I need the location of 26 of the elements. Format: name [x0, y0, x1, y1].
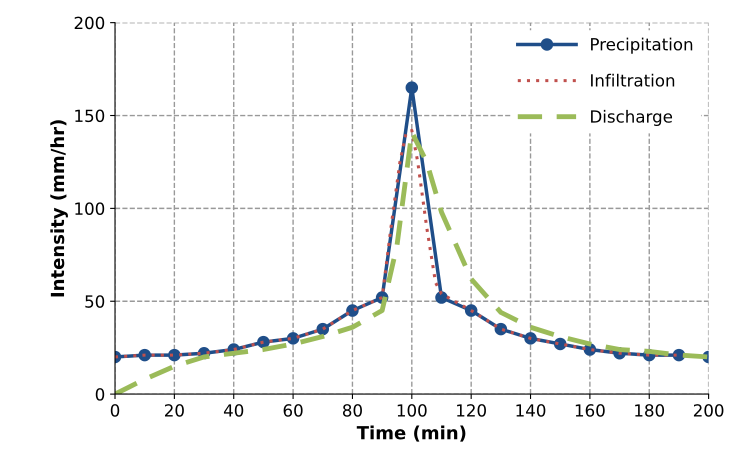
x-tick-label: 200	[694, 404, 724, 417]
x-axis-title: Time (min)	[356, 426, 466, 442]
x-tick-label: 160	[576, 404, 605, 417]
point	[138, 348, 151, 362]
legend-label: Infiltration	[591, 74, 674, 87]
x-tick-label: 120	[457, 404, 486, 417]
x-tick-label: 140	[516, 404, 546, 417]
point	[316, 322, 330, 336]
y-tick-label: 100	[75, 202, 104, 215]
y-tick-label: 150	[75, 109, 104, 122]
x-tick-label: 0	[110, 404, 120, 417]
x-tick-label: 60	[284, 404, 303, 417]
legend-label: Precipitation	[591, 38, 692, 54]
x-tick-label: 100	[398, 404, 427, 417]
point	[435, 291, 448, 304]
point	[406, 81, 418, 94]
y-tick-label: 0	[96, 388, 104, 401]
y-tick-label: 50	[85, 295, 104, 308]
legend-label: Discharge	[591, 110, 672, 126]
x-tick-label: 80	[342, 404, 362, 417]
x-tick-label: 40	[224, 404, 244, 417]
y-tick-label: 200	[74, 16, 104, 30]
point	[524, 332, 537, 345]
x-tick-label: 180	[635, 404, 664, 417]
x-tick-label: 20	[164, 404, 184, 417]
y-axis-title: Intensity (mm/hr)	[50, 120, 68, 296]
